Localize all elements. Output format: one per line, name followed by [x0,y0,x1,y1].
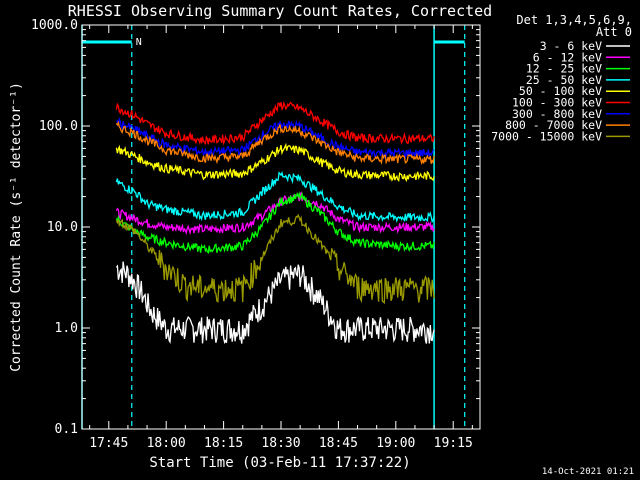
x-tick-label: 18:00 [147,436,186,451]
legend-label: 3 - 6 keV [540,39,602,53]
series-line [115,191,435,236]
series-line [115,261,435,345]
y-tick-label: 0.1 [55,422,78,437]
legend-header-1: Det 1,3,4,5,6,9, [516,13,632,27]
legend-label: 6 - 12 keV [533,50,602,64]
x-tick-label: 19:15 [434,436,473,451]
x-axis-label: Start Time (03-Feb-11 17:37:22) [149,455,410,471]
x-tick-label: 19:00 [376,436,415,451]
y-tick-label: 1000.0 [31,18,78,33]
series-layer [115,100,435,345]
chart-title: RHESSI Observing Summary Count Rates, Co… [68,2,492,20]
series-line [115,100,435,146]
series-line [115,191,435,255]
plot-frame [81,24,481,430]
y-tick-label: 10.0 [47,220,78,235]
y-axis-label: Corrected Count Rate (s⁻¹ detector⁻¹) [9,82,24,372]
legend-label: 50 - 100 keV [519,84,602,98]
series-line [115,213,435,305]
y-tick-label: 1.0 [55,321,78,336]
plot-area: N 0.1 1.0 10.0 100.0 1000.0 17:45 18:00 18:15 18… [31,18,481,451]
series-line [115,170,435,224]
series-line [115,142,435,183]
axis-ticks: 0.1 1.0 10.0 100.0 1000.0 17:45 18:00 18:15 18:3… [31,18,480,451]
timestamp: 14-Oct-2021 01:21 [542,467,634,477]
x-tick-label: 17:45 [89,436,128,451]
y-tick-label: 100.0 [39,119,78,134]
x-tick-label: 18:45 [319,436,358,451]
legend-label: 25 - 50 keV [526,73,602,87]
legend-label: 100 - 300 keV [512,96,602,110]
x-tick-label: 18:15 [204,436,243,451]
legend-label: 12 - 25 keV [526,62,602,76]
x-tick-label: 18:30 [261,436,300,451]
legend-label: 800 - 7000 keV [505,118,602,132]
legend-label: 300 - 800 keV [512,107,602,121]
legend-label: 7000 - 15000 keV [491,129,602,143]
series-line [115,120,435,166]
series-line [115,116,435,160]
legend-header-2: Att 0 [596,25,632,39]
night-label: N [136,37,142,48]
